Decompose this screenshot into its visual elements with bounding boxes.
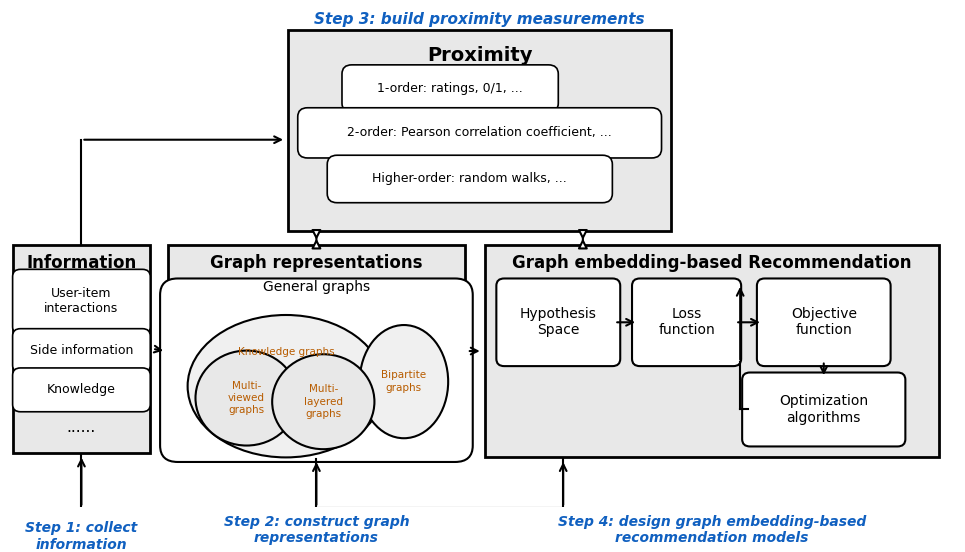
FancyBboxPatch shape bbox=[496, 278, 620, 366]
Bar bbox=[168, 245, 465, 458]
FancyBboxPatch shape bbox=[632, 278, 741, 366]
FancyBboxPatch shape bbox=[742, 373, 905, 447]
Text: User-item
interactions: User-item interactions bbox=[44, 287, 119, 315]
Bar bbox=[288, 30, 672, 231]
Ellipse shape bbox=[187, 315, 384, 458]
Bar bbox=[484, 245, 939, 458]
Text: Step 2: construct graph
representations: Step 2: construct graph representations bbox=[224, 515, 409, 545]
Text: Objective
function: Objective function bbox=[790, 307, 857, 337]
FancyBboxPatch shape bbox=[13, 269, 151, 334]
Ellipse shape bbox=[272, 354, 374, 449]
FancyBboxPatch shape bbox=[757, 278, 891, 366]
Text: ......: ...... bbox=[67, 420, 96, 435]
Text: Knowledge: Knowledge bbox=[47, 383, 116, 396]
Text: Proximity: Proximity bbox=[427, 46, 533, 65]
Text: Step 4: design graph embedding-based
recommendation models: Step 4: design graph embedding-based rec… bbox=[558, 515, 866, 545]
Text: Higher-order: random walks, ...: Higher-order: random walks, ... bbox=[372, 172, 567, 185]
Text: Information: Information bbox=[26, 254, 137, 272]
Bar bbox=[13, 245, 151, 453]
Text: Graph embedding-based Recommendation: Graph embedding-based Recommendation bbox=[511, 254, 911, 272]
FancyBboxPatch shape bbox=[342, 65, 559, 112]
Text: Side information: Side information bbox=[30, 344, 133, 357]
Text: Optimization
algorithms: Optimization algorithms bbox=[779, 394, 868, 424]
FancyBboxPatch shape bbox=[13, 328, 151, 373]
Text: 1-order: ratings, 0/1, ...: 1-order: ratings, 0/1, ... bbox=[377, 82, 523, 95]
FancyBboxPatch shape bbox=[298, 108, 662, 158]
Text: Graph representations: Graph representations bbox=[210, 254, 423, 272]
Text: Bipartite
graphs: Bipartite graphs bbox=[381, 370, 427, 393]
Text: 2-order: Pearson correlation coefficient, ...: 2-order: Pearson correlation coefficient… bbox=[347, 126, 612, 139]
FancyBboxPatch shape bbox=[327, 155, 613, 203]
Text: Knowledge graphs: Knowledge graphs bbox=[237, 347, 334, 357]
Ellipse shape bbox=[196, 351, 298, 445]
Text: Step 1: collect
information: Step 1: collect information bbox=[25, 521, 138, 551]
FancyBboxPatch shape bbox=[160, 278, 473, 462]
FancyBboxPatch shape bbox=[13, 368, 151, 412]
Text: General graphs: General graphs bbox=[262, 280, 370, 294]
Text: Loss
function: Loss function bbox=[658, 307, 715, 337]
Text: Multi-
viewed
graphs: Multi- viewed graphs bbox=[228, 381, 265, 416]
Text: Hypothesis
Space: Hypothesis Space bbox=[520, 307, 596, 337]
Text: Step 3: build proximity measurements: Step 3: build proximity measurements bbox=[315, 12, 645, 26]
Ellipse shape bbox=[360, 325, 448, 438]
Text: Multi-
layered
graphs: Multi- layered graphs bbox=[304, 384, 343, 419]
